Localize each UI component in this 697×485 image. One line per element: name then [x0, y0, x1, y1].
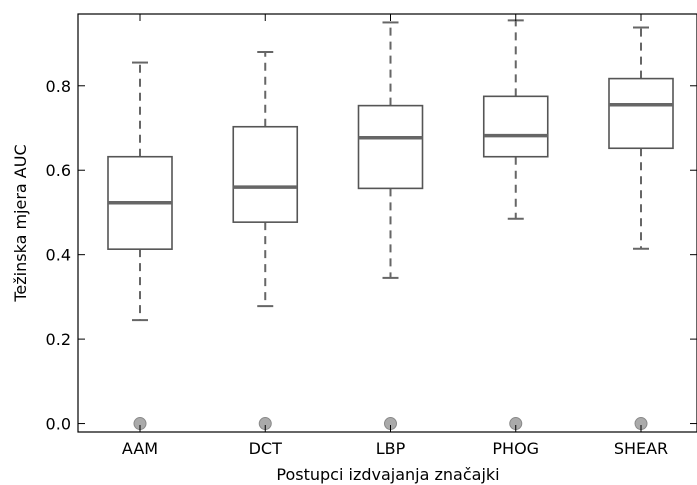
boxes-layer [107, 19, 674, 431]
box-lbp [357, 21, 424, 431]
y-axis-label: Težinska mjera AUC [11, 144, 30, 302]
box-dct [232, 51, 299, 431]
x-tick-label-phog: PHOG [492, 439, 539, 458]
y-axis: 0.0 0.2 0.4 0.6 0.8 [46, 77, 697, 434]
x-axis-label: Postupci izdvajanja značajki [276, 465, 499, 484]
box-phog [482, 19, 549, 431]
box-aam [107, 61, 173, 431]
box-shear [608, 26, 674, 431]
y-tick-label: 0.2 [46, 330, 71, 349]
x-tick-label-lbp: LBP [376, 439, 406, 458]
x-axis: AAM DCT LBP PHOG SHEAR [122, 14, 668, 458]
y-tick-label: 0.4 [46, 246, 71, 265]
plot-frame [77, 13, 697, 433]
box-rect-shear [608, 77, 674, 150]
x-tick-label-aam: AAM [122, 439, 158, 458]
x-tick-label-dct: DCT [249, 439, 282, 458]
y-tick-label: 0.8 [46, 77, 71, 96]
y-tick-label: 0.6 [46, 161, 71, 180]
box-rect-lbp [357, 104, 424, 190]
y-tick-label: 0.0 [46, 415, 71, 434]
box-rect-phog [482, 95, 549, 158]
box-rect-dct [232, 125, 299, 223]
x-tick-label-shear: SHEAR [614, 439, 668, 458]
